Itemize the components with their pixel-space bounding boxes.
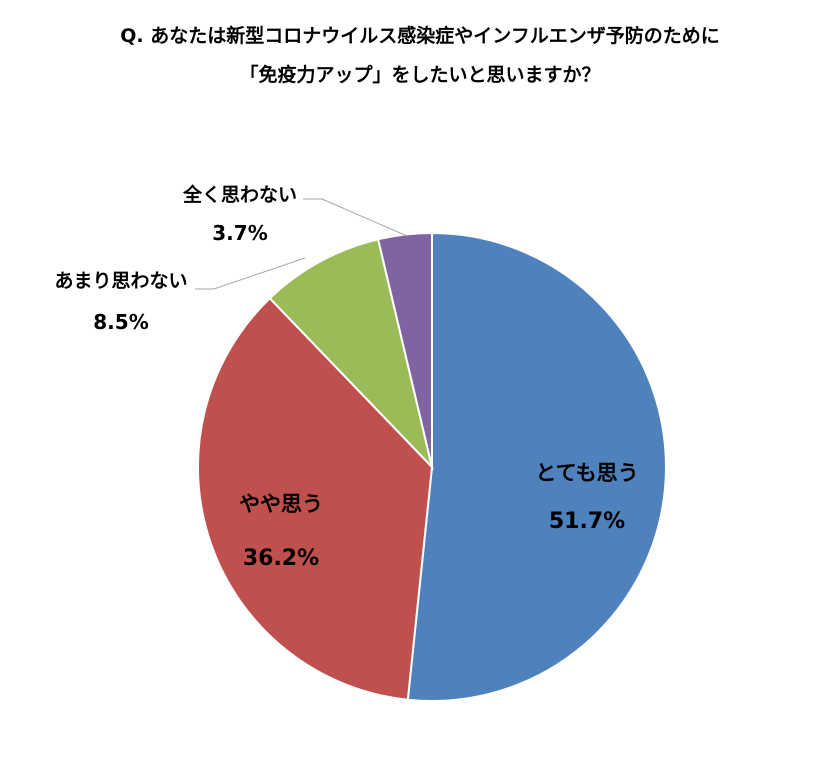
slice-label-2: やや思う <box>239 492 323 516</box>
slice-label-3: あまり思わない <box>54 270 187 292</box>
slice-value-label-1: 51.7% <box>549 509 625 534</box>
leader-line-4 <box>303 198 408 237</box>
leader-line-3 <box>195 257 306 290</box>
chart-title-line1: Q. あなたは新型コロナウイルス感染症やインフルエンザ予防のために <box>120 25 720 47</box>
slice-label-1: とても思う <box>535 461 638 485</box>
slice-value-label-4: 3.7% <box>212 221 267 245</box>
pie-slice-1 <box>406 231 667 702</box>
pie-slice-2 <box>196 296 434 701</box>
chart-title-line2: 「免疫力アップ」をしたいと思いますか？ <box>239 64 601 86</box>
slice-value-label-2: 36.2% <box>243 546 319 571</box>
slice-value-label-3: 8.5% <box>93 310 148 334</box>
slice-label-4: 全く思わない <box>182 183 297 206</box>
